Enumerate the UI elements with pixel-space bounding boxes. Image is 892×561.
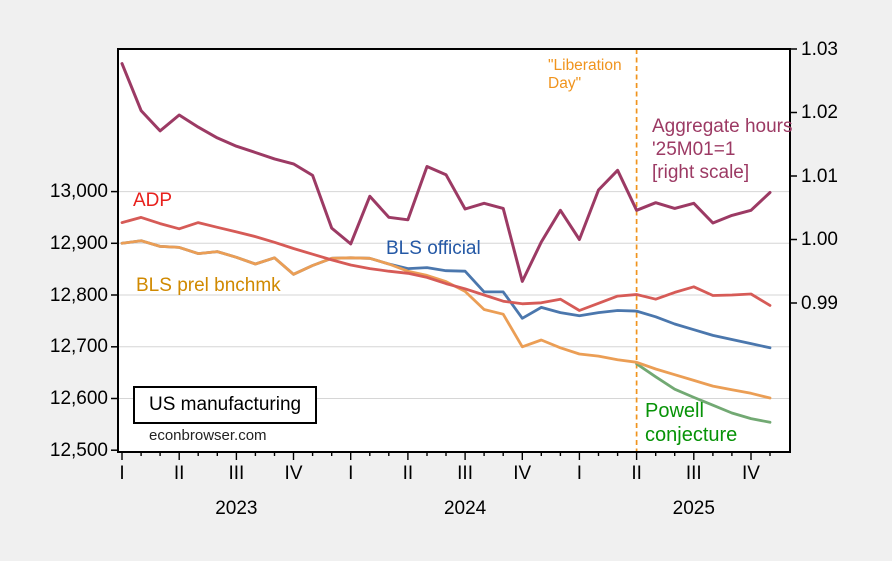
liberation-label-line1: "Liberation (548, 57, 622, 74)
series-line-adp (120, 215, 772, 312)
left-axis-tick-label: 12,900 (49, 232, 108, 254)
x-axis-quarter-label: II (402, 463, 414, 484)
chart-title-box: US manufacturing (133, 386, 318, 424)
x-axis-quarter-label: IV (741, 463, 760, 484)
aggregate-hours-series-label: Aggregate hours '25M01=1 [right scale] (652, 115, 793, 184)
series-line-bls-prel-bnchmk (120, 239, 772, 400)
x-axis-year-label: 2025 (672, 498, 715, 519)
x-axis-year-label: 2024 (443, 498, 487, 519)
x-axis-quarter-label: II (631, 463, 642, 484)
x-axis-quarter-label: II (173, 463, 185, 484)
liberation-label-line2: Day" (548, 75, 582, 92)
x-axis-quarter-label: I (119, 463, 125, 484)
series-line-aggregate-hours (120, 62, 772, 283)
watermark-econbrowser: econbrowser.com (149, 427, 267, 444)
left-axis-tick-label: 13,000 (49, 181, 108, 203)
right-axis-tick-label: 1.00 (801, 229, 838, 250)
powell-label-line1: Powell (645, 400, 704, 422)
powell-conjecture-series-label: Powell conjecture (645, 399, 737, 447)
right-axis-tick-label: 0.99 (801, 292, 838, 314)
right-axis-tick-label: 1.02 (801, 102, 838, 123)
x-axis-quarter-label: I (576, 463, 583, 484)
bls-prel-bnchmk-series-label: BLS prel bnchmk (136, 275, 281, 296)
aggregate-label-line3: [right scale] (652, 162, 750, 183)
right-axis-tick-label: 1.01 (801, 165, 838, 187)
bls-official-series-label: BLS official (386, 238, 481, 259)
x-axis-quarter-label: I (348, 463, 354, 484)
left-axis-tick-label: 12,800 (49, 284, 108, 306)
x-axis-quarter-label: III (685, 463, 702, 484)
x-axis-quarter-label: III (228, 463, 245, 484)
series-line-powell-conjecture (635, 362, 772, 424)
left-axis-tick-label: 12,600 (49, 387, 108, 409)
aggregate-label-line1: Aggregate hours (652, 116, 793, 137)
x-axis-year-label: 2023 (215, 498, 258, 519)
left-axis-tick-label: 12,700 (49, 336, 108, 358)
powell-label-line2: conjecture (645, 424, 738, 446)
aggregate-label-line2: '25M01=1 (652, 139, 736, 160)
x-axis-quarter-label: IV (284, 463, 303, 484)
liberation-day-label: "Liberation Day" (548, 57, 622, 93)
left-axis-tick-label: 12,500 (49, 439, 108, 461)
right-axis-tick-label: 1.03 (801, 38, 838, 60)
x-axis-quarter-label: IV (513, 463, 532, 484)
adp-series-label: ADP (133, 190, 173, 211)
x-axis-quarter-label: III (457, 463, 473, 484)
